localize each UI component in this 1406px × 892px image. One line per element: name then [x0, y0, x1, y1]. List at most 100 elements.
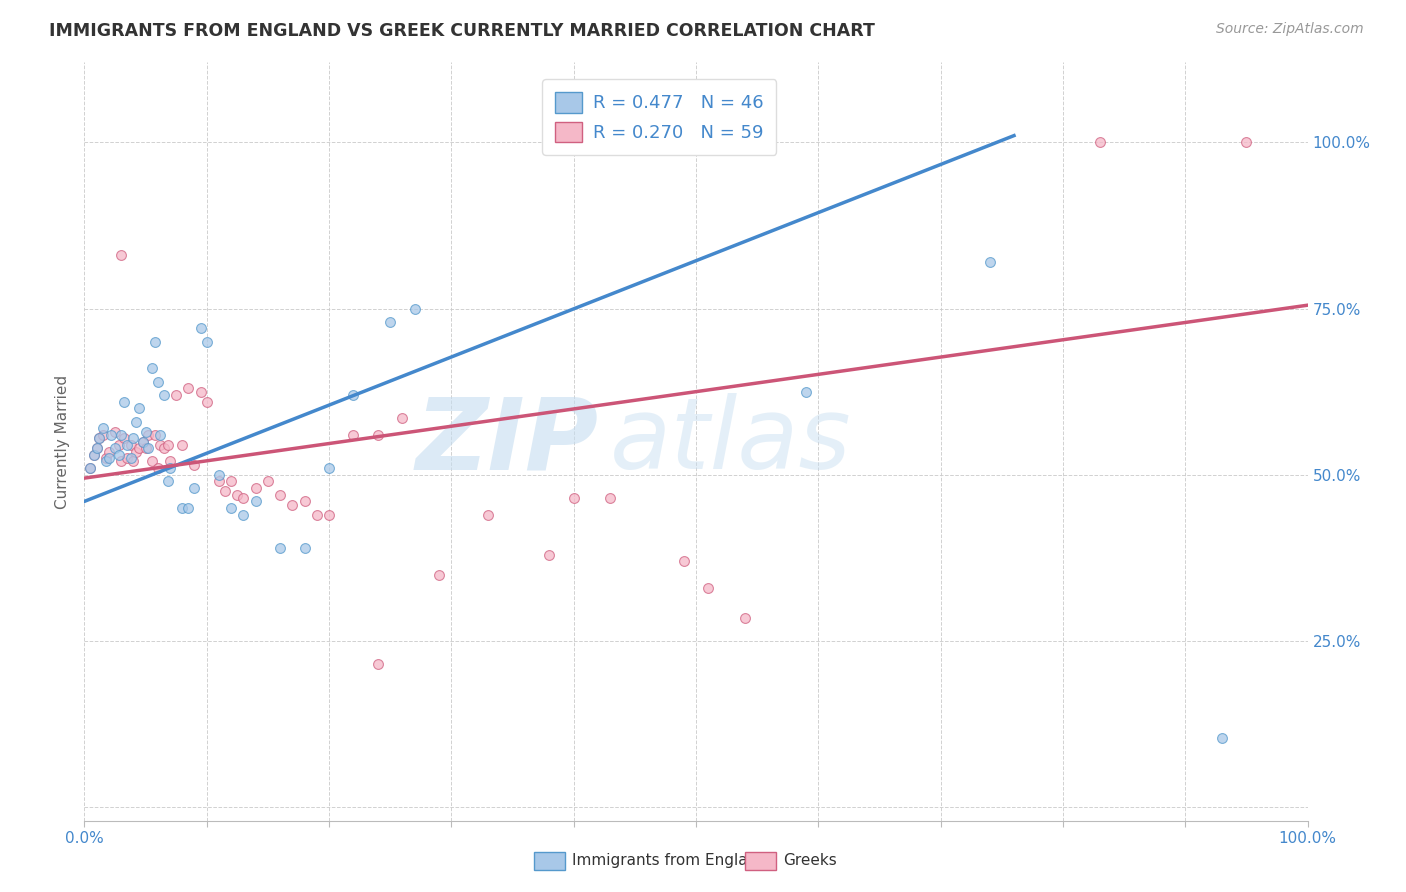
Point	[427, 567, 450, 582]
Point	[141, 454, 163, 468]
Point	[245, 494, 267, 508]
Point	[219, 501, 242, 516]
Point	[143, 334, 166, 349]
Point	[149, 438, 172, 452]
Point	[183, 481, 205, 495]
Point	[97, 444, 120, 458]
Point	[318, 461, 340, 475]
Point	[404, 301, 426, 316]
Point	[318, 508, 340, 522]
Point	[107, 448, 129, 462]
Point	[1088, 135, 1111, 149]
Point	[135, 425, 157, 439]
Point	[156, 475, 179, 489]
Point	[110, 454, 132, 468]
Point	[538, 548, 561, 562]
Point	[153, 388, 176, 402]
Point	[112, 394, 135, 409]
Point	[1236, 135, 1258, 149]
Point	[96, 451, 118, 466]
Point	[195, 394, 218, 409]
Point	[367, 428, 389, 442]
Point	[115, 438, 138, 452]
Point	[156, 438, 179, 452]
Point	[294, 541, 316, 555]
Point	[269, 541, 291, 555]
Text: Greeks: Greeks	[783, 854, 837, 868]
Point	[122, 454, 145, 468]
Point	[165, 388, 187, 402]
Point	[132, 434, 155, 449]
Point	[128, 401, 150, 416]
Point	[153, 441, 176, 455]
Point	[208, 475, 231, 489]
Point	[172, 501, 194, 516]
Point	[91, 421, 114, 435]
Point	[87, 431, 110, 445]
Point	[367, 657, 389, 672]
Point	[97, 451, 120, 466]
Point	[115, 451, 138, 466]
Point	[87, 431, 110, 445]
Point	[226, 488, 249, 502]
Point	[159, 461, 181, 475]
Point	[91, 428, 114, 442]
Point	[734, 611, 756, 625]
Point	[120, 451, 142, 466]
Point	[269, 488, 291, 502]
Point	[141, 361, 163, 376]
Point	[195, 334, 218, 349]
Point	[477, 508, 499, 522]
Point	[83, 448, 105, 462]
Point	[110, 248, 132, 262]
Legend: R = 0.477   N = 46, R = 0.270   N = 59: R = 0.477 N = 46, R = 0.270 N = 59	[543, 79, 776, 155]
Point	[125, 444, 148, 458]
Text: Source: ZipAtlas.com: Source: ZipAtlas.com	[1216, 22, 1364, 37]
Point	[794, 384, 817, 399]
Point	[143, 428, 166, 442]
Point	[672, 554, 695, 568]
Point	[342, 428, 364, 442]
Point	[219, 475, 242, 489]
Text: atlas: atlas	[610, 393, 852, 490]
Point	[132, 434, 155, 449]
Point	[149, 428, 172, 442]
Point	[96, 454, 118, 468]
Point	[110, 428, 132, 442]
Point	[697, 581, 720, 595]
Point	[305, 508, 328, 522]
Point	[342, 388, 364, 402]
Point	[128, 441, 150, 455]
Point	[136, 428, 159, 442]
Point	[599, 491, 621, 505]
Point	[294, 494, 316, 508]
Point	[232, 491, 254, 505]
Point	[79, 461, 101, 475]
Point	[257, 475, 280, 489]
Point	[125, 415, 148, 429]
Point	[281, 498, 304, 512]
Point	[159, 454, 181, 468]
Point	[979, 255, 1001, 269]
Point	[146, 375, 169, 389]
Point	[107, 438, 129, 452]
Point	[562, 491, 585, 505]
Point	[172, 438, 194, 452]
Point	[122, 431, 145, 445]
Point	[79, 461, 101, 475]
Point	[190, 321, 212, 335]
Point	[183, 458, 205, 472]
Point	[100, 428, 122, 442]
Point	[391, 411, 413, 425]
Point	[1211, 731, 1233, 745]
Point	[380, 315, 402, 329]
Y-axis label: Currently Married: Currently Married	[55, 375, 70, 508]
Text: IMMIGRANTS FROM ENGLAND VS GREEK CURRENTLY MARRIED CORRELATION CHART: IMMIGRANTS FROM ENGLAND VS GREEK CURRENT…	[49, 22, 875, 40]
Point	[120, 438, 142, 452]
Point	[136, 441, 159, 455]
Point	[86, 441, 108, 455]
Point	[245, 481, 267, 495]
Point	[146, 461, 169, 475]
Point	[177, 381, 200, 395]
Point	[177, 501, 200, 516]
